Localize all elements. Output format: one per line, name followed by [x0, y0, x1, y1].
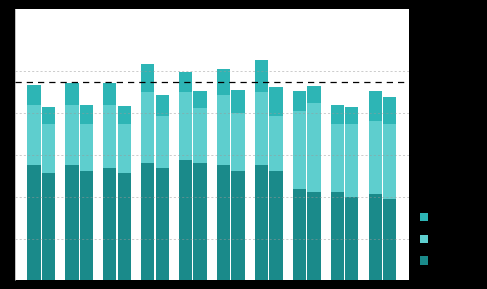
- Bar: [42, 124, 55, 173]
- Legend: , , : , ,: [420, 211, 439, 268]
- Bar: [269, 87, 282, 116]
- Bar: [65, 83, 78, 105]
- Bar: [27, 86, 40, 105]
- Bar: [383, 199, 396, 280]
- Bar: [269, 171, 282, 280]
- Bar: [193, 91, 206, 108]
- Bar: [217, 69, 230, 95]
- Bar: [193, 163, 206, 280]
- Bar: [369, 194, 382, 280]
- Bar: [80, 171, 93, 280]
- Bar: [307, 192, 320, 280]
- Bar: [369, 121, 382, 194]
- Bar: [307, 86, 320, 103]
- Bar: [27, 165, 40, 280]
- Bar: [345, 197, 358, 280]
- Bar: [231, 113, 244, 171]
- Bar: [179, 160, 192, 280]
- Bar: [42, 107, 55, 124]
- Bar: [80, 124, 93, 171]
- Bar: [293, 91, 306, 111]
- Bar: [27, 105, 40, 165]
- Bar: [383, 124, 396, 199]
- Bar: [255, 92, 268, 165]
- Bar: [179, 73, 192, 92]
- Bar: [255, 60, 268, 92]
- Bar: [383, 97, 396, 124]
- Bar: [293, 189, 306, 280]
- Bar: [42, 173, 55, 280]
- Bar: [80, 105, 93, 124]
- Bar: [103, 83, 116, 105]
- Bar: [141, 163, 154, 280]
- Bar: [217, 165, 230, 280]
- Bar: [103, 105, 116, 168]
- Bar: [155, 168, 169, 280]
- Bar: [103, 168, 116, 280]
- Bar: [141, 64, 154, 92]
- Bar: [231, 171, 244, 280]
- Bar: [65, 165, 78, 280]
- Bar: [117, 124, 131, 173]
- Bar: [345, 124, 358, 197]
- Bar: [65, 105, 78, 165]
- Bar: [293, 111, 306, 189]
- Bar: [141, 92, 154, 163]
- Bar: [155, 116, 169, 168]
- Bar: [117, 173, 131, 280]
- Bar: [331, 124, 344, 192]
- Bar: [345, 108, 358, 124]
- Bar: [331, 192, 344, 280]
- Bar: [155, 95, 169, 116]
- Bar: [117, 106, 131, 124]
- Bar: [369, 91, 382, 121]
- Bar: [193, 108, 206, 163]
- Bar: [307, 103, 320, 192]
- Bar: [269, 116, 282, 171]
- Bar: [331, 105, 344, 124]
- Bar: [255, 165, 268, 280]
- Bar: [217, 95, 230, 165]
- Bar: [231, 90, 244, 113]
- Bar: [179, 92, 192, 160]
